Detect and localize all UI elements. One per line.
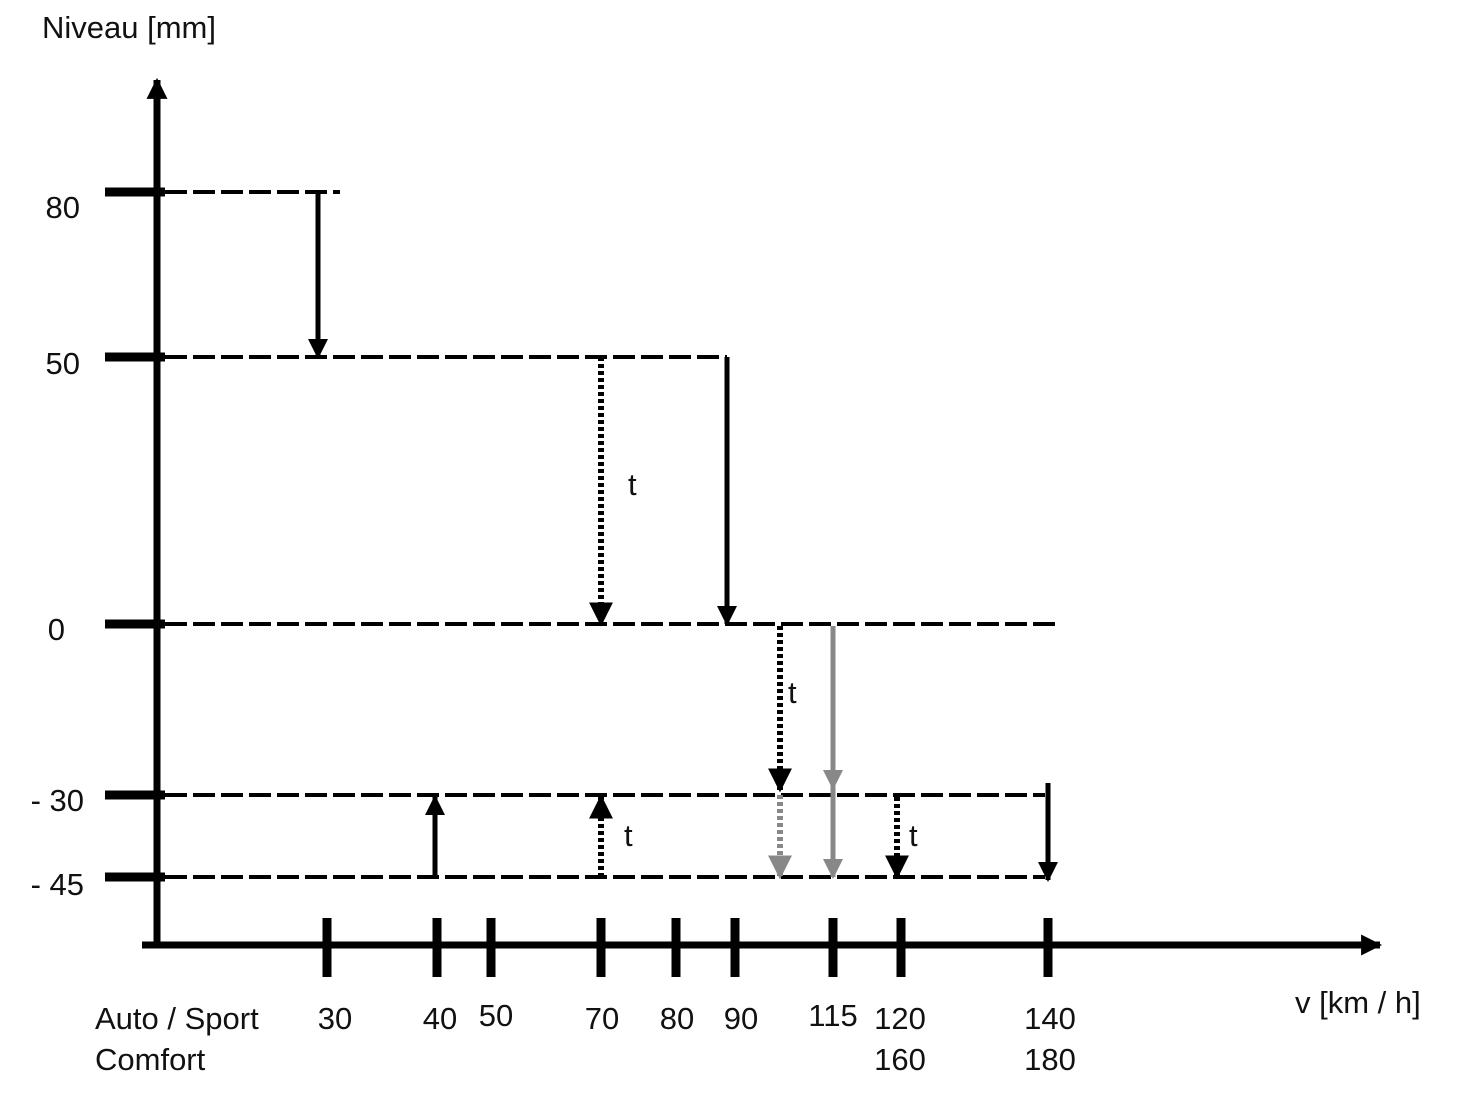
x-axis-label: v [km / h]: [1295, 985, 1421, 1020]
x-tick-label: 30: [318, 1001, 352, 1036]
row-name: Auto / Sport: [95, 1001, 259, 1036]
annotation: t: [788, 675, 797, 710]
x-tick-label: 160: [874, 1042, 926, 1077]
x-tick-label: 80: [660, 1001, 694, 1036]
x-tick-label: 50: [479, 998, 513, 1033]
annotation: t: [909, 818, 918, 853]
x-tick-label: 180: [1024, 1042, 1076, 1077]
x-tick-label: 40: [423, 1001, 457, 1036]
arrows: [308, 192, 1058, 882]
y-tick-label: - 45: [31, 867, 84, 902]
x-tick-label: 115: [808, 998, 857, 1033]
y-tick-label: 80: [46, 190, 80, 225]
y-tick-label: 0: [48, 612, 65, 647]
x-tick-label: 90: [724, 1001, 758, 1036]
x-tick-label: 120: [874, 1001, 926, 1036]
row-name: Comfort: [95, 1042, 206, 1077]
y-axis-label: Niveau [mm]: [42, 10, 216, 45]
annotation: t: [628, 467, 637, 502]
y-tick-label: - 30: [31, 783, 84, 818]
axes: [105, 77, 1383, 977]
x-tick-label: 140: [1024, 1001, 1076, 1036]
levels: [165, 190, 1055, 879]
annotation: t: [624, 818, 633, 853]
y-tick-label: 50: [46, 346, 80, 381]
x-tick-label: 70: [585, 1001, 619, 1036]
